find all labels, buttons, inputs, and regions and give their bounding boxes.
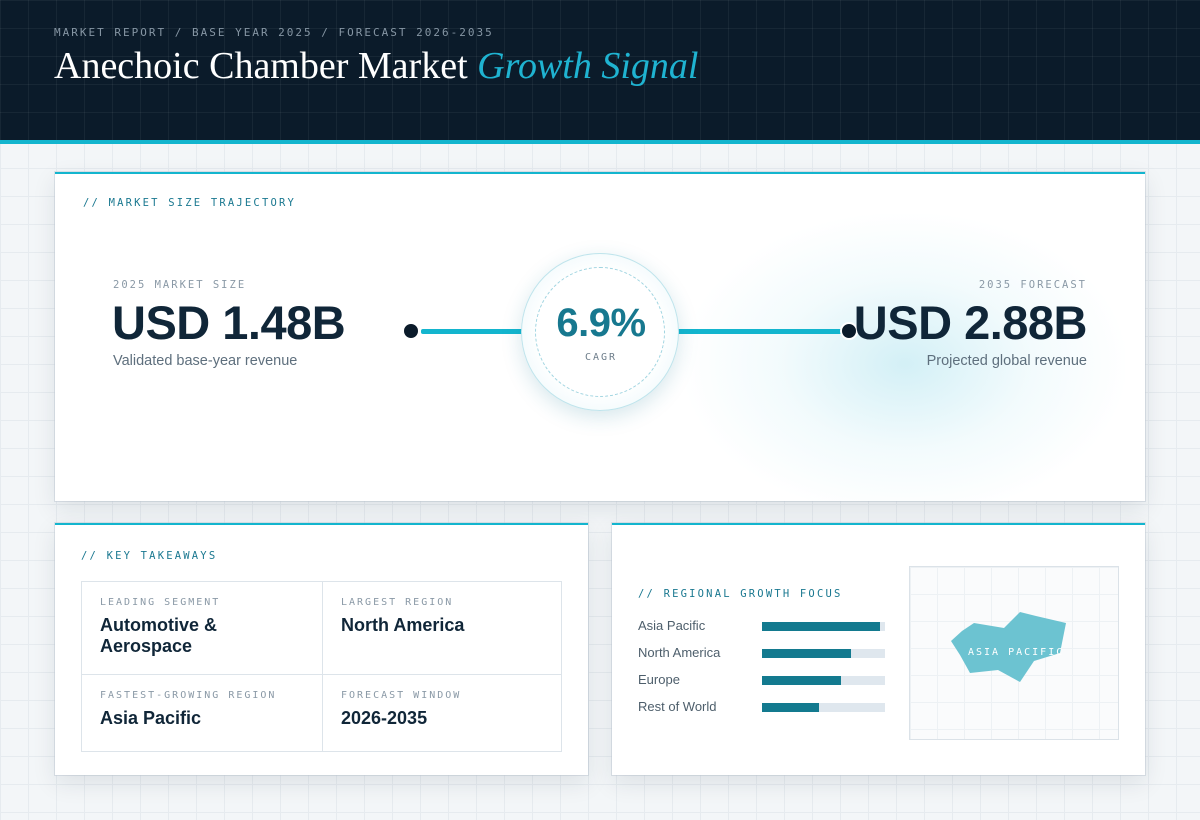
region-bar-track (762, 649, 885, 658)
section-label-regional: // REGIONAL GROWTH FOCUS (638, 588, 843, 600)
cagr-badge: 6.9% CAGR (521, 253, 679, 411)
takeaway-label: FASTEST-GROWING REGION (100, 690, 277, 701)
start-point-dot (402, 322, 420, 340)
background-glow (685, 214, 1125, 501)
page-title-main: Anechoic Chamber Market (54, 45, 468, 87)
takeaway-value: Automotive & Aerospace (100, 615, 217, 656)
page-title-accent: Growth Signal (477, 45, 699, 87)
report-header: MARKET REPORT / BASE YEAR 2025 / FORECAS… (0, 0, 1200, 144)
region-bar-fill (762, 703, 819, 712)
takeaway-label: LEADING SEGMENT (100, 597, 221, 608)
takeaway-fastest-growing-region: FASTEST-GROWING REGION Asia Pacific (82, 674, 322, 751)
base-year-value: USD 1.48B (112, 296, 346, 349)
forecast-label: 2035 FORECAST (978, 279, 1087, 291)
takeaway-forecast-window: FORECAST WINDOW 2026-2035 (322, 674, 561, 751)
takeaway-label: FORECAST WINDOW (341, 690, 462, 701)
base-year-caption: Validated base-year revenue (113, 353, 298, 369)
region-bar-row: Rest of World (638, 697, 888, 717)
page-title: Anechoic Chamber Market Growth Signal (54, 44, 698, 88)
breadcrumb: MARKET REPORT / BASE YEAR 2025 / FORECAS… (54, 26, 494, 39)
region-bar-track (762, 622, 885, 631)
region-bar-row: Asia Pacific (638, 616, 888, 636)
map-region-label: ASIA PACIFIC (968, 647, 1065, 658)
region-bar-row: North America (638, 643, 888, 663)
takeaway-largest-region: LARGEST REGION North America (322, 582, 561, 674)
region-bar-label: North America (638, 645, 721, 660)
region-bar-track (762, 676, 885, 685)
forecast-caption: Projected global revenue (926, 353, 1087, 369)
region-bar-fill (762, 676, 841, 685)
end-point-dot (840, 322, 858, 340)
cagr-value: 6.9% (556, 301, 646, 345)
takeaway-value: Asia Pacific (100, 708, 202, 728)
section-label-takeaways: // KEY TAKEAWAYS (81, 550, 218, 562)
base-year-label: 2025 MARKET SIZE (113, 279, 247, 291)
key-takeaways-card: // KEY TAKEAWAYS LEADING SEGMENT Automot… (55, 523, 588, 775)
takeaways-grid: LEADING SEGMENT Automotive & Aerospace L… (81, 581, 562, 752)
region-map: ASIA PACIFIC (909, 566, 1119, 740)
cagr-label: CAGR (584, 352, 618, 363)
forecast-value: USD 2.88B (853, 296, 1088, 349)
region-bar-label: Rest of World (638, 699, 717, 714)
takeaway-label: LARGEST REGION (341, 597, 454, 608)
takeaway-value: North America (341, 615, 465, 635)
section-label-trajectory: // MARKET SIZE TRAJECTORY (83, 197, 297, 209)
takeaway-value: 2026-2035 (341, 708, 428, 728)
region-bar-track (762, 703, 885, 712)
region-bar-fill (762, 649, 851, 658)
region-bar-row: Europe (638, 670, 888, 690)
market-size-trajectory-card: // MARKET SIZE TRAJECTORY 2025 MARKET SI… (55, 172, 1145, 501)
region-bar-fill (762, 622, 881, 631)
cagr-inner-ring: 6.9% CAGR (535, 267, 665, 397)
regional-growth-focus-card: // REGIONAL GROWTH FOCUS Asia Pacific No… (612, 523, 1145, 775)
region-bar-label: Europe (638, 672, 680, 687)
takeaway-leading-segment: LEADING SEGMENT Automotive & Aerospace (82, 582, 322, 674)
asia-pacific-map-shape (951, 612, 1066, 682)
region-bar-label: Asia Pacific (638, 618, 706, 633)
